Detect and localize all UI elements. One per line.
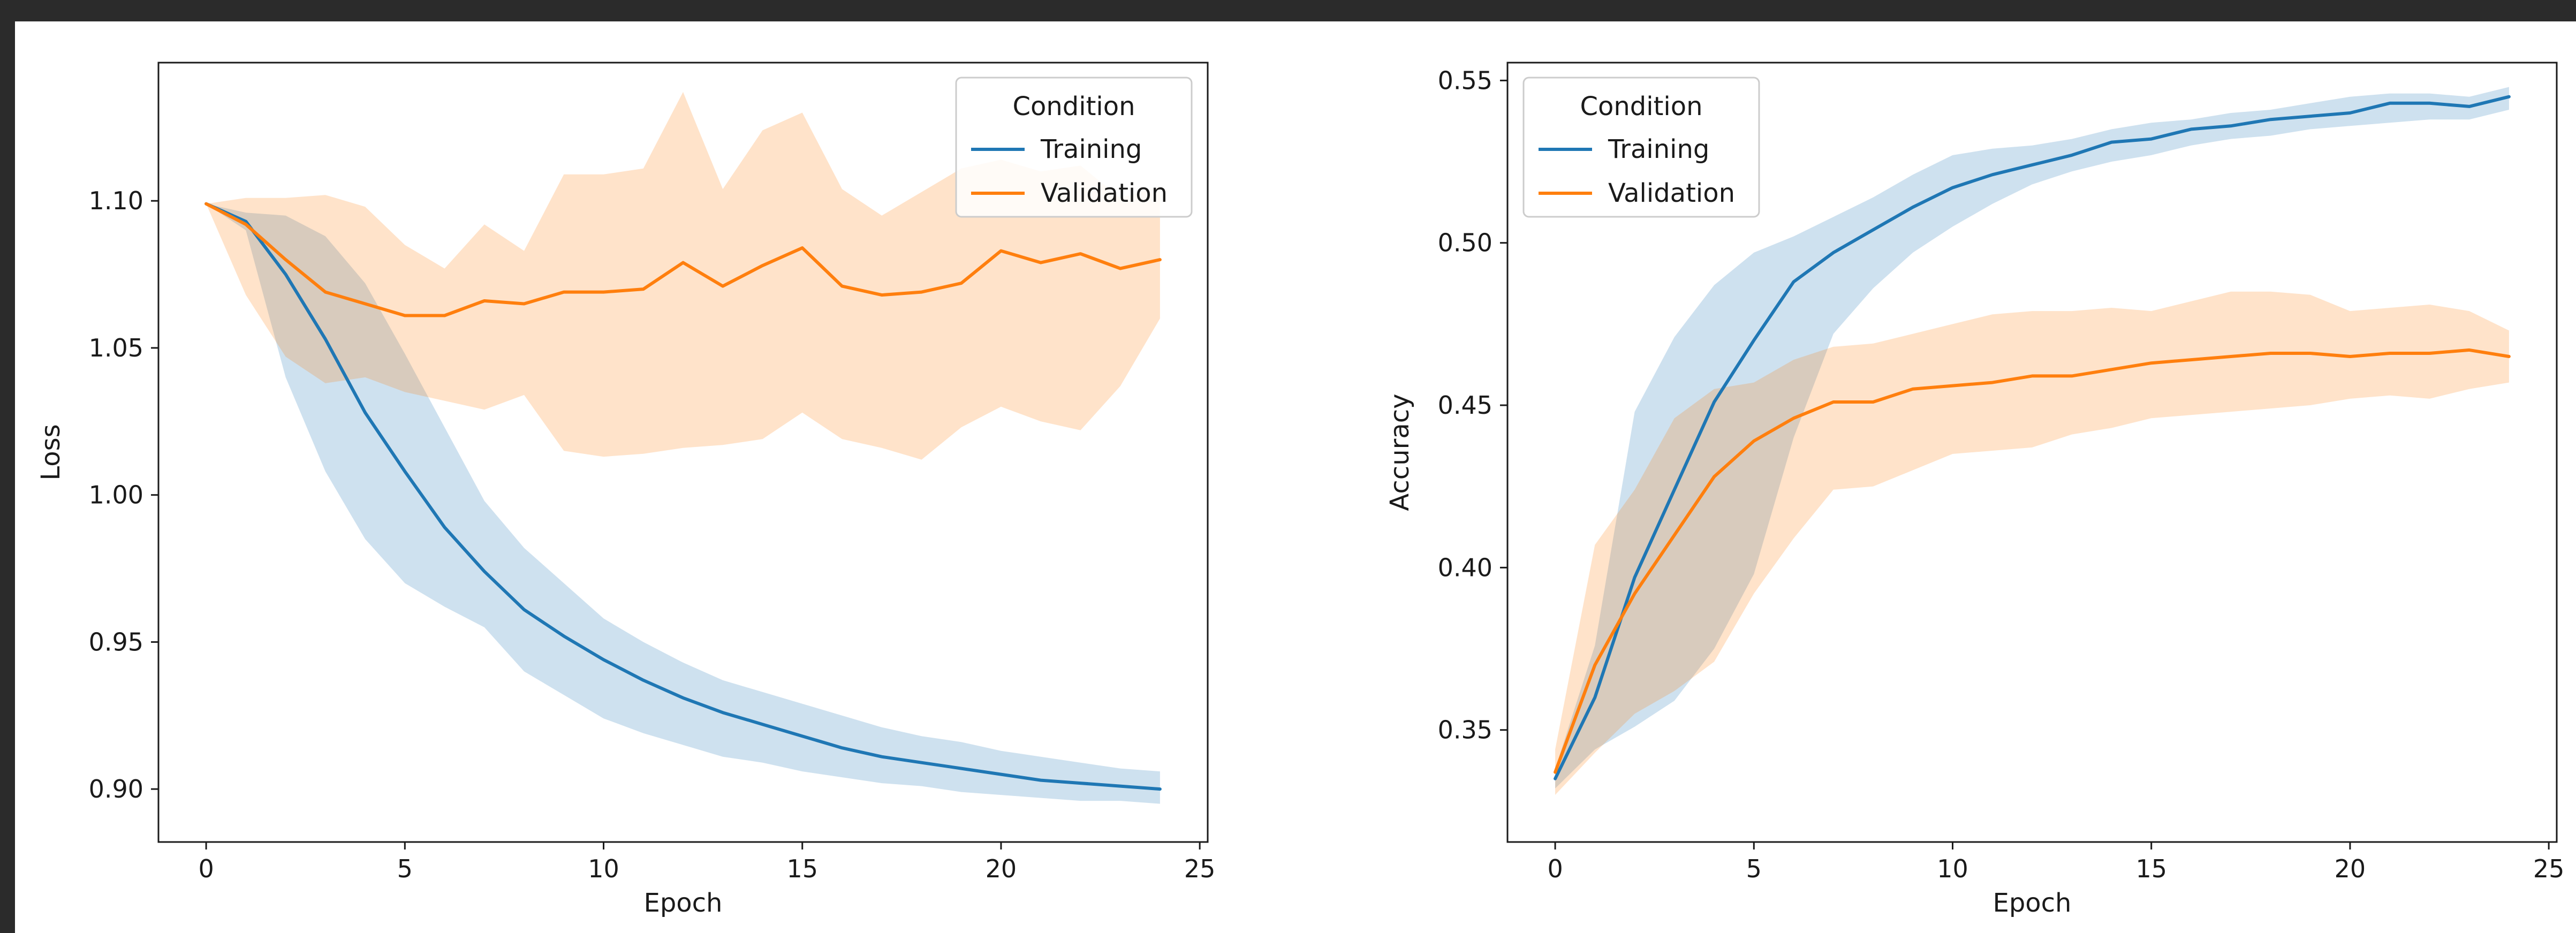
figure: 0 5 10 15 20 25 0.90 0.95 1.00 1.05 1.10 Epoch Loss C… [15,21,2576,933]
series-line-validation [1554,348,2511,774]
x-tick-label: 10 [588,854,619,883]
confidence-band-validation [206,92,1160,460]
legend-label-training: Training [1608,134,1709,164]
y-tick-label: 0.35 [1438,716,1492,745]
x-tick-label: 25 [2533,854,2565,883]
x-tick-label: 5 [1746,854,1762,883]
y-tick-label: 1.00 [89,481,143,510]
y-tick-label: 1.05 [89,333,143,362]
x-tick-label: 15 [786,854,818,883]
x-axis-label: Epoch [644,888,723,918]
legend-label-validation: Validation [1608,178,1735,208]
legend-box [1522,77,1760,218]
y-tick-label: 0.90 [89,775,143,803]
x-tick-label: 5 [397,854,413,883]
axes-frame [157,62,1209,843]
y-tick-label: 0.45 [1438,391,1492,420]
x-tick-label: 0 [198,854,214,883]
y-axis-label: Accuracy [1385,393,1415,511]
legend-box [955,77,1193,218]
y-tick-label: 0.40 [1438,553,1492,582]
legend-title: Condition [1580,92,1702,122]
x-tick-label: 20 [2335,854,2366,883]
y-axis-label: Loss [36,424,66,480]
x-tick-label: 0 [1547,854,1563,883]
y-tick-label: 0.95 [89,627,143,656]
x-tick-label: 25 [1184,854,1216,883]
x-tick-label: 20 [986,854,1017,883]
y-tick-label: 0.50 [1438,229,1492,257]
confidence-band-training [1555,87,2509,788]
chart-panel-2: 0 5 10 15 20 25 0.35 0.40 0.45 0.50 0.55 Epoch Accur… [1385,62,2565,918]
series-line-training [204,202,1162,791]
loss-accuracy-figure: 0 5 10 15 20 25 0.90 0.95 1.00 1.05 1.10 Epoch Loss C… [36,62,2565,918]
legend: Condition Training Validation [955,77,1193,218]
series-line-validation [204,202,1162,317]
legend: Condition Training Validation [1522,77,1760,218]
axes-frame [1506,62,2558,843]
x-axis-label: Epoch [1993,888,2072,918]
chart-panel-1: 0 5 10 15 20 25 0.90 0.95 1.00 1.05 1.10 Epoch Loss C… [36,62,1216,918]
confidence-band-training [206,203,1160,804]
series-line-training [1554,95,2511,780]
x-tick-label: 15 [2135,854,2167,883]
x-tick-label: 10 [1937,854,1968,883]
legend-label-training: Training [1040,134,1142,164]
y-tick-label: 1.10 [89,186,143,215]
y-tick-label: 0.55 [1438,66,1492,95]
legend-label-validation: Validation [1041,178,1168,208]
legend-title: Condition [1012,92,1135,122]
